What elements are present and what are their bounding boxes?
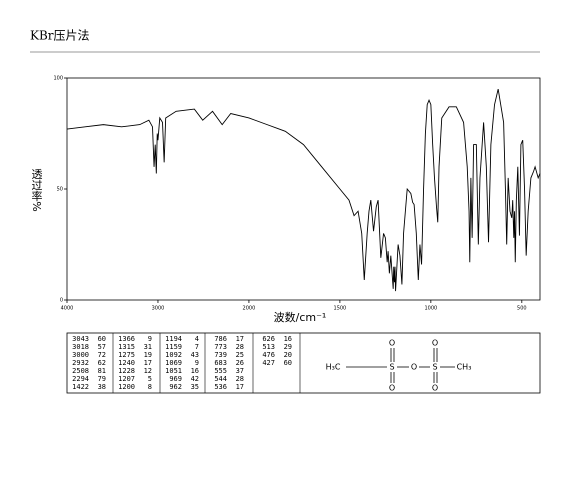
peak-wavenumber: 1092 bbox=[165, 351, 182, 359]
peak-transmittance: 60 bbox=[284, 359, 292, 367]
structure: H₃C S O S CH₃ O O O O bbox=[326, 339, 472, 393]
spectrum-line bbox=[66, 88, 541, 292]
double-bonds bbox=[390, 348, 438, 383]
peak-wavenumber: 1228 bbox=[118, 367, 135, 375]
peak-wavenumber: 1069 bbox=[165, 359, 182, 367]
peak-transmittance: 8 bbox=[148, 383, 152, 391]
peak-transmittance: 17 bbox=[236, 383, 244, 391]
x-tick-label: 1000 bbox=[424, 306, 437, 312]
atom-label: O bbox=[411, 363, 417, 372]
peak-wavenumber: 555 bbox=[214, 367, 227, 375]
peak-wavenumber: 626 bbox=[262, 335, 275, 343]
peak-wavenumber: 1200 bbox=[118, 383, 135, 391]
peak-wavenumber: 1194 bbox=[165, 335, 182, 343]
peak-wavenumber: 1240 bbox=[118, 359, 135, 367]
peak-wavenumber: 544 bbox=[214, 375, 227, 383]
peak-wavenumber: 427 bbox=[262, 359, 275, 367]
peak-wavenumber: 476 bbox=[262, 351, 275, 359]
peak-transmittance: 20 bbox=[284, 351, 292, 359]
peak-transmittance: 7 bbox=[195, 343, 199, 351]
peak-transmittance: 26 bbox=[236, 359, 244, 367]
peak-wavenumber: 3000 bbox=[72, 351, 89, 359]
peak-transmittance: 5 bbox=[148, 375, 152, 383]
peak-wavenumber: 773 bbox=[214, 343, 227, 351]
atom-label: O bbox=[432, 384, 438, 393]
header-title: KBr压片法 bbox=[30, 29, 90, 43]
peak-transmittance: 4 bbox=[195, 335, 199, 343]
atom-label: S bbox=[432, 363, 437, 372]
peak-transmittance: 43 bbox=[191, 351, 199, 359]
atom-label: H₃C bbox=[326, 363, 341, 372]
x-tick-label: 2000 bbox=[243, 306, 256, 312]
peak-transmittance: 42 bbox=[191, 375, 199, 383]
x-tick-label: 500 bbox=[517, 306, 527, 312]
peak-wavenumber: 3043 bbox=[72, 335, 89, 343]
peak-transmittance: 9 bbox=[148, 335, 152, 343]
atom-label: O bbox=[432, 339, 438, 348]
x-tick-label: 3000 bbox=[152, 306, 165, 312]
peak-transmittance: 38 bbox=[98, 383, 106, 391]
peak-transmittance: 57 bbox=[98, 343, 106, 351]
peak-transmittance: 17 bbox=[236, 335, 244, 343]
atom-label: O bbox=[389, 339, 395, 348]
peak-transmittance: 72 bbox=[98, 351, 106, 359]
peak-wavenumber: 969 bbox=[169, 375, 182, 383]
peak-transmittance: 37 bbox=[236, 367, 244, 375]
peak-transmittance: 35 bbox=[191, 383, 199, 391]
peak-transmittance: 79 bbox=[98, 375, 106, 383]
peak-transmittance: 16 bbox=[284, 335, 292, 343]
peak-wavenumber: 2508 bbox=[72, 367, 89, 375]
peak-transmittance: 81 bbox=[98, 367, 106, 375]
peak-transmittance: 60 bbox=[98, 335, 106, 343]
peak-transmittance: 9 bbox=[195, 359, 199, 367]
peak-transmittance: 25 bbox=[236, 351, 244, 359]
plot-frame bbox=[66, 77, 541, 301]
peak-wavenumber: 1422 bbox=[72, 383, 89, 391]
y-tick-label: 50 bbox=[57, 187, 63, 193]
atom-label: S bbox=[389, 363, 394, 372]
atom-label: O bbox=[389, 384, 395, 393]
x-tick-label: 1500 bbox=[334, 306, 347, 312]
atom-label: CH₃ bbox=[457, 363, 472, 372]
peak-wavenumber: 1051 bbox=[165, 367, 182, 375]
peak-wavenumber: 1275 bbox=[118, 351, 135, 359]
peak-wavenumber: 1315 bbox=[118, 343, 135, 351]
peak-wavenumber: 1366 bbox=[118, 335, 135, 343]
y-tick-label: 100 bbox=[53, 76, 63, 82]
x-axis-label: 波数/cm⁻¹ bbox=[274, 311, 327, 324]
peak-transmittance: 31 bbox=[144, 343, 152, 351]
peak-transmittance: 12 bbox=[144, 367, 152, 375]
peak-wavenumber: 513 bbox=[262, 343, 275, 351]
y-tick-label: 0 bbox=[60, 298, 63, 304]
peak-wavenumber: 739 bbox=[214, 351, 227, 359]
y-axis-label: 透过率% bbox=[30, 168, 43, 212]
peak-wavenumber: 683 bbox=[214, 359, 227, 367]
peak-wavenumber: 786 bbox=[214, 335, 227, 343]
peak-wavenumber: 2294 bbox=[72, 375, 89, 383]
peak-transmittance: 16 bbox=[191, 367, 199, 375]
peak-transmittance: 17 bbox=[144, 359, 152, 367]
peak-transmittance: 28 bbox=[236, 375, 244, 383]
peak-wavenumber: 2932 bbox=[72, 359, 89, 367]
peak-wavenumber: 3018 bbox=[72, 343, 89, 351]
peak-wavenumber: 1159 bbox=[165, 343, 182, 351]
peak-transmittance: 28 bbox=[236, 343, 244, 351]
peak-wavenumber: 536 bbox=[214, 383, 227, 391]
x-tick-label: 4000 bbox=[61, 306, 74, 312]
peak-transmittance: 62 bbox=[98, 359, 106, 367]
peak-transmittance: 29 bbox=[284, 343, 292, 351]
peak-wavenumber: 1207 bbox=[118, 375, 135, 383]
peak-wavenumber: 962 bbox=[169, 383, 182, 391]
table-frame bbox=[66, 332, 541, 394]
peak-transmittance: 19 bbox=[144, 351, 152, 359]
